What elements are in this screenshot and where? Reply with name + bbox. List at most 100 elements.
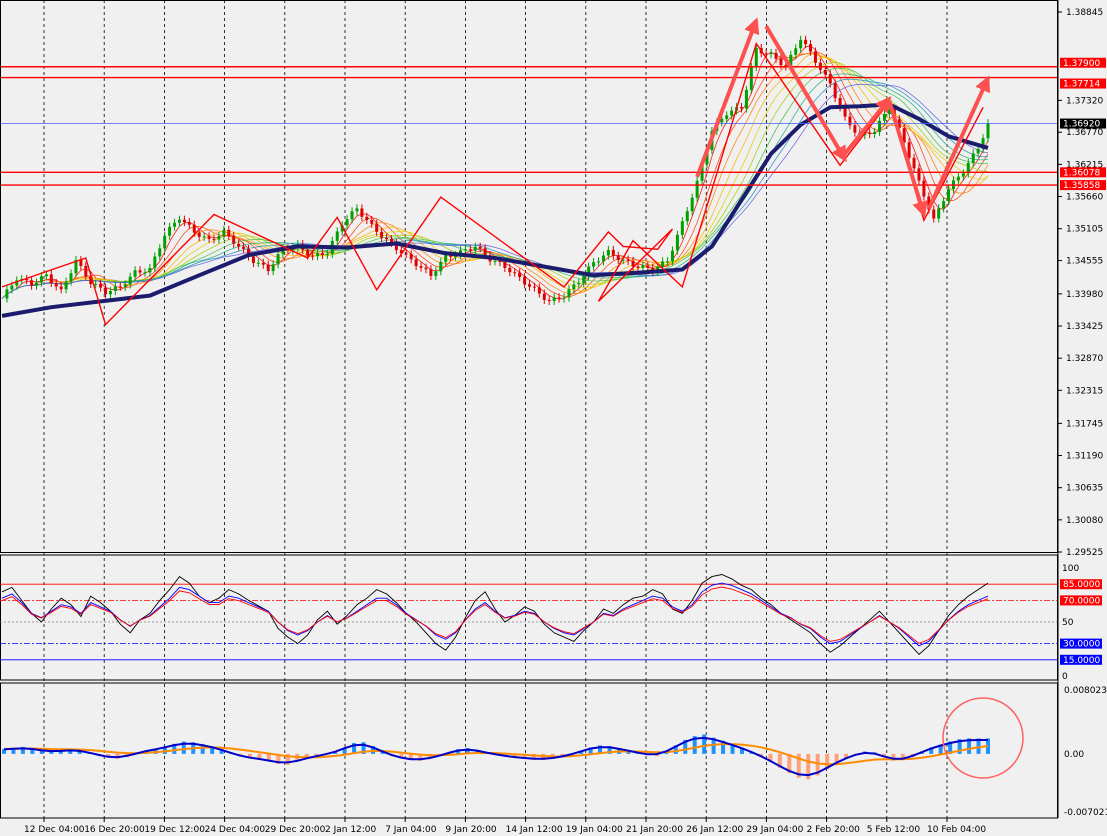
level-tag-label: 1.35858: [1063, 181, 1100, 191]
candle-body: [868, 132, 872, 134]
candle-body: [616, 255, 620, 261]
candle-body: [316, 253, 320, 257]
macd-histogram-bar: [77, 750, 82, 754]
candle-body: [306, 249, 310, 256]
candle-body: [385, 237, 389, 240]
candle-body: [207, 236, 211, 239]
macd-histogram-bar: [49, 751, 54, 754]
macd-histogram-bar: [20, 746, 25, 754]
macd-histogram-bar: [418, 753, 423, 761]
candle-body: [577, 283, 581, 285]
macd-line: [3, 736, 988, 777]
candle-body: [10, 285, 14, 290]
candle-body: [523, 276, 527, 285]
macd-histogram-bar: [844, 753, 849, 759]
candle-body: [473, 246, 477, 251]
candle-body: [730, 110, 734, 116]
candle-body: [611, 249, 615, 256]
candle-body: [744, 89, 748, 109]
macd-histogram-bar: [475, 750, 480, 754]
candle-body: [838, 98, 842, 108]
y-tick-label: 1.31190: [1066, 452, 1103, 462]
x-tick-label: 29 Dec 20:00: [265, 825, 326, 835]
x-tick-label: 10 Feb 04:00: [927, 825, 986, 835]
candle-body: [449, 254, 453, 257]
candle-body: [89, 276, 93, 284]
ribbon-ma-line: [1, 83, 989, 299]
candle-body: [197, 232, 201, 237]
stoch-level-tag-label: 85.0000: [1063, 580, 1100, 590]
y-tick-label: 1.32870: [1066, 354, 1103, 364]
candle-body: [360, 208, 364, 217]
candle-body: [242, 246, 246, 249]
price-panel[interactable]: [0, 0, 1058, 553]
candle-body: [641, 265, 645, 268]
candle-body: [320, 253, 324, 255]
candle-body: [873, 131, 877, 134]
macd-histogram-bar: [361, 742, 366, 754]
macd-histogram-bar: [200, 744, 205, 754]
candle-body: [942, 201, 946, 209]
candle-body: [414, 259, 418, 267]
stoch-level-tag-label: 70.0000: [1063, 596, 1100, 606]
candle-body: [547, 299, 551, 301]
candle-body: [592, 262, 596, 267]
candle-body: [108, 291, 112, 295]
candle-body: [311, 255, 315, 257]
candle-body: [542, 293, 546, 300]
candle-body: [138, 270, 142, 273]
candle-body: [380, 231, 384, 238]
macd-histogram-bar: [11, 748, 16, 754]
candle-body: [725, 115, 729, 119]
candle-body: [79, 260, 83, 266]
macd-histogram-bar: [115, 753, 120, 759]
candle-body: [133, 270, 137, 277]
stoch-level-tag: [1060, 638, 1102, 649]
level-tag: [1060, 180, 1106, 191]
candle-body: [35, 282, 39, 286]
candle-body: [813, 51, 817, 63]
y-tick-label: 1.35660: [1066, 193, 1103, 203]
macd-histogram-bar: [352, 743, 357, 754]
macd-histogram-bar: [285, 753, 290, 765]
zigzag-indicator: [1, 42, 984, 326]
x-tick-label: 19 Jan 04:00: [566, 825, 623, 835]
candle-body: [217, 236, 221, 240]
macd-histogram-bar: [607, 746, 612, 754]
macd-histogram-bar: [465, 748, 470, 754]
candle-body: [597, 261, 601, 263]
candle-body: [39, 276, 43, 283]
candle-body: [882, 114, 886, 121]
macd-histogram-bar: [758, 753, 763, 757]
candle-body: [404, 253, 408, 255]
stochastic-panel[interactable]: 100 85.0000 70.0000 50 30.0000 15.0000 0: [0, 554, 1102, 682]
candle-body: [621, 259, 625, 261]
macd-histogram-bar: [342, 747, 347, 754]
candle-body: [247, 248, 250, 257]
candle-body: [528, 284, 532, 287]
macd-histogram-bar: [815, 753, 820, 776]
macd-histogram-bar: [711, 737, 716, 754]
candle-body: [483, 248, 487, 256]
level-tag-label: 1.37714: [1063, 80, 1100, 90]
candle-body: [104, 287, 108, 295]
macd-histogram-bar: [938, 744, 943, 754]
candle-body: [626, 259, 630, 262]
macd-histogram-bar: [408, 753, 413, 761]
macd-histogram-bar: [891, 753, 896, 761]
candle-body: [636, 266, 640, 268]
candle-body: [444, 254, 448, 262]
candle-body: [675, 234, 679, 251]
candle-body: [365, 216, 369, 220]
candle-body: [720, 118, 724, 123]
candle-body: [986, 123, 990, 139]
candle-body: [222, 229, 226, 237]
ribbon-ma-line: [1, 78, 989, 299]
macd-panel[interactable]: 0.0080237 0.00 -0.0070217: [0, 682, 1107, 819]
macd-histogram-bar: [768, 753, 773, 762]
stoch-line: [1, 582, 989, 647]
slow-moving-average: [1, 102, 989, 318]
candle-body: [518, 272, 522, 277]
trend-arrow: [764, 25, 847, 163]
